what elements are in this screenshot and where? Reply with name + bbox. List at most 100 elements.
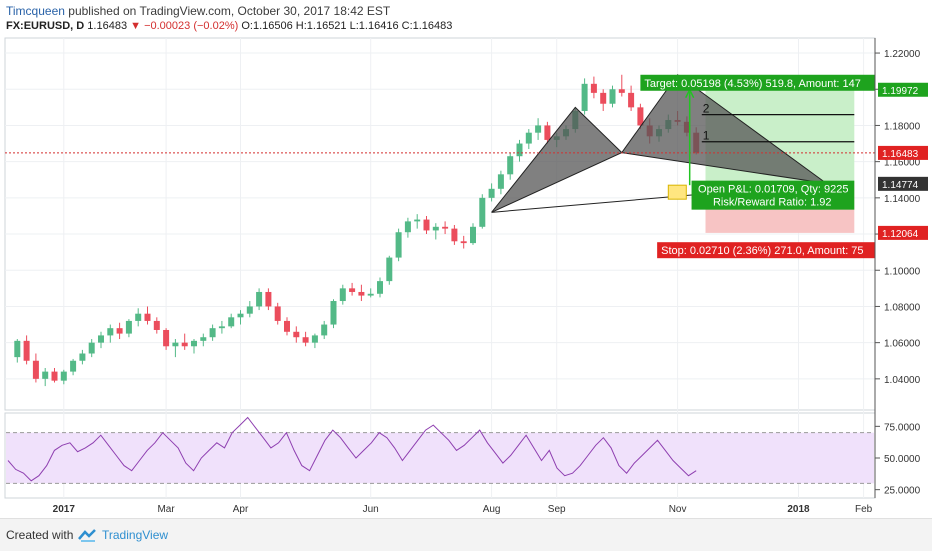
candle-body bbox=[200, 337, 207, 341]
candle-body bbox=[507, 156, 514, 175]
open-label: O: bbox=[241, 20, 253, 32]
x-tick-label: 2017 bbox=[53, 504, 76, 515]
candle-body bbox=[497, 174, 504, 189]
candle-body bbox=[414, 219, 421, 222]
candle-body bbox=[265, 291, 272, 307]
y-tick-label: 1.06000 bbox=[884, 339, 921, 350]
candle-body bbox=[293, 331, 300, 338]
low-label: L: bbox=[349, 20, 359, 32]
stop-label-box bbox=[657, 242, 875, 259]
candle-body bbox=[609, 89, 616, 104]
candle-body bbox=[367, 293, 374, 296]
x-tick-label: Jun bbox=[363, 504, 379, 515]
candle-body bbox=[423, 219, 430, 231]
candle-body bbox=[51, 371, 58, 381]
candle-body bbox=[228, 317, 235, 327]
y-tick-label: 1.04000 bbox=[884, 375, 921, 386]
pattern-triangle-left bbox=[491, 106, 623, 213]
candle-body bbox=[256, 291, 263, 307]
candle-body bbox=[284, 320, 290, 332]
candle-body bbox=[618, 89, 625, 93]
candle-body bbox=[274, 306, 281, 321]
stop-label: Stop: 0.02710 (2.36%) 271.0, Amount: 75 bbox=[661, 245, 863, 257]
candle-body bbox=[32, 360, 39, 379]
symbol-label: FX:EURUSD, D bbox=[6, 20, 85, 32]
candle-body bbox=[302, 337, 309, 343]
y-tick-label: 1.10000 bbox=[884, 266, 921, 277]
price-tag-last bbox=[878, 145, 928, 160]
rsi-tick-label: 50.0000 bbox=[884, 454, 921, 465]
price-chart[interactable]: 123 Target: 0.05198 (4.53%) 519.8, Amoun… bbox=[0, 0, 932, 518]
candle-body bbox=[79, 353, 86, 361]
last-price: 1.16483 bbox=[87, 20, 128, 32]
candle-body bbox=[404, 221, 411, 233]
candle-body bbox=[218, 326, 225, 329]
candle-body bbox=[395, 232, 402, 258]
down-arrow-icon: ▼ bbox=[130, 20, 142, 32]
candle-body bbox=[442, 226, 449, 229]
candle-body bbox=[144, 313, 151, 321]
candle-body bbox=[172, 342, 179, 347]
candle-body bbox=[125, 320, 132, 334]
rsi-line bbox=[7, 416, 697, 482]
candle-body bbox=[191, 340, 197, 347]
tradingview-logo-icon bbox=[78, 529, 96, 542]
candle-body bbox=[590, 83, 597, 93]
candle-body bbox=[637, 107, 644, 126]
candle-body bbox=[377, 281, 383, 294]
pattern-target-number: 1 bbox=[703, 129, 710, 143]
target-label: Target: 0.05198 (4.53%) 519.8, Amount: 1… bbox=[644, 78, 860, 90]
tradingview-brand[interactable]: TradingView bbox=[102, 528, 169, 542]
footer: Created with TradingView bbox=[0, 518, 932, 551]
low-value: 1.16416 bbox=[358, 20, 399, 32]
y-tick-label: 1.08000 bbox=[884, 302, 921, 313]
x-tick-label: 2018 bbox=[787, 504, 810, 515]
candle-body bbox=[349, 288, 356, 292]
x-tick-label: Nov bbox=[669, 504, 687, 515]
candle-body bbox=[23, 340, 30, 361]
candle-body bbox=[153, 320, 160, 330]
y-tick-label: 1.22000 bbox=[884, 49, 921, 60]
candle-body bbox=[432, 226, 439, 231]
candle-body bbox=[451, 228, 458, 242]
entry-marker-box bbox=[667, 184, 687, 200]
price-tag-target bbox=[878, 82, 928, 97]
candle-body bbox=[70, 360, 77, 372]
pattern-triangle-right bbox=[620, 74, 827, 184]
published-text: published on TradingView.com, October 30… bbox=[68, 4, 391, 18]
candle-body bbox=[339, 288, 346, 302]
y-tick-label: 1.18000 bbox=[884, 121, 921, 132]
price-tag-label: 1.14774 bbox=[882, 180, 919, 191]
publish-info: Timcqueen published on TradingView.com, … bbox=[6, 4, 390, 18]
candle-body bbox=[386, 257, 393, 282]
price-tag-label: 1.12064 bbox=[882, 229, 919, 240]
candle-body bbox=[98, 335, 104, 343]
rsi-band-fill bbox=[6, 432, 874, 484]
x-tick-label: Sep bbox=[548, 504, 566, 515]
author-link[interactable]: Timcqueen bbox=[6, 4, 65, 18]
y-tick-label: 1.16000 bbox=[884, 158, 921, 169]
price-tag-label: 1.19972 bbox=[882, 86, 919, 97]
candle-body bbox=[581, 83, 588, 111]
candle-body bbox=[135, 313, 142, 321]
candle-body bbox=[60, 371, 67, 381]
candle-body bbox=[14, 340, 21, 358]
y-tick-label: 1.14000 bbox=[884, 194, 921, 205]
candle-body bbox=[321, 324, 328, 336]
harmonic-pattern: 123 bbox=[491, 74, 855, 213]
candle-body bbox=[488, 188, 495, 198]
close-value: 1.16483 bbox=[412, 20, 453, 32]
x-tick-label: Aug bbox=[483, 504, 501, 515]
price-tag-label: 1.16483 bbox=[882, 149, 919, 160]
x-tick-label: Feb bbox=[855, 504, 873, 515]
candle-body bbox=[516, 143, 523, 157]
candle-body bbox=[116, 328, 123, 334]
x-tick-label: Mar bbox=[157, 504, 175, 515]
candle-body bbox=[479, 197, 486, 227]
candle-body bbox=[460, 241, 467, 244]
risk-reward-label: Risk/Reward Ratio: 1.92 bbox=[713, 197, 832, 209]
x-tick-label: Apr bbox=[233, 504, 249, 515]
candle-body bbox=[600, 92, 607, 104]
candle-body bbox=[88, 342, 95, 354]
